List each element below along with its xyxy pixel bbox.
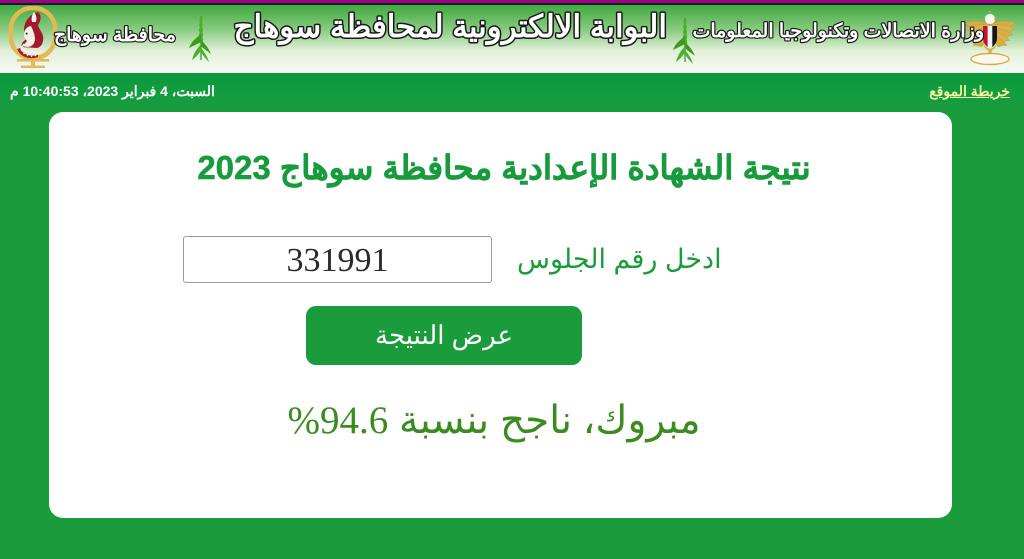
svg-text:محافظة سوهاج: محافظة سوهاج <box>54 25 176 46</box>
svg-text:وزارة الاتصالات وتكنولوجيا الم: وزارة الاتصالات وتكنولوجيا المعلومات <box>692 21 984 42</box>
svg-text:البوابة الالكترونية لمحافظة سو: البوابة الالكترونية لمحافظة سوهاج <box>233 9 667 46</box>
